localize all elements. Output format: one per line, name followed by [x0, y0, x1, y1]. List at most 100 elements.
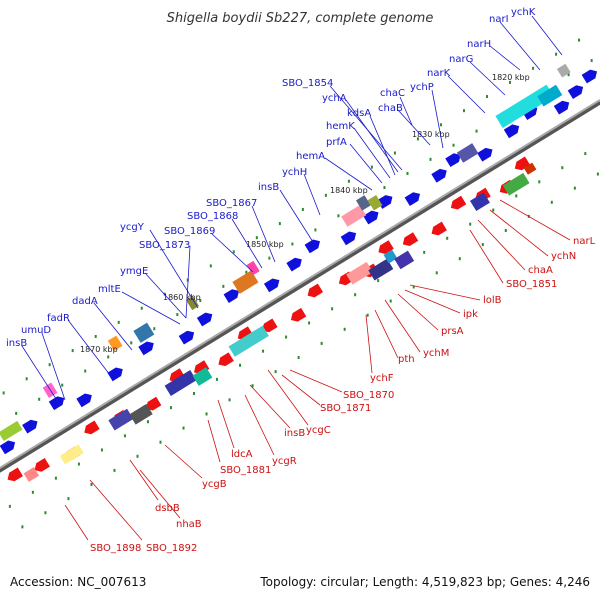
gene-arrow-forward[interactable]: [178, 328, 197, 345]
gene-feature-block[interactable]: [107, 335, 123, 352]
gene-label-forward[interactable]: narG: [449, 54, 506, 96]
gene-arrow-forward[interactable]: [286, 255, 304, 272]
gene-label-forward[interactable]: SBO_1873: [139, 240, 191, 319]
gene-arrow-forward[interactable]: [431, 166, 449, 183]
gene-feature-block[interactable]: [232, 270, 259, 294]
gene-label-reverse[interactable]: SBO_1870: [289, 369, 394, 401]
gene-label-reverse[interactable]: SBO_1871: [281, 374, 371, 414]
gene-feature-block[interactable]: [346, 261, 373, 285]
gene-arrow-forward[interactable]: [445, 151, 463, 168]
gene-arrow-forward[interactable]: [567, 83, 586, 99]
gene-label-reverse[interactable]: lolB: [409, 284, 502, 306]
gene-label-forward[interactable]: mltE: [98, 284, 181, 325]
gene-feature-block[interactable]: [185, 295, 199, 311]
gene-arrow-reverse[interactable]: [448, 195, 467, 212]
gene-arrow-forward[interactable]: [503, 122, 522, 139]
gene-arrow-forward[interactable]: [0, 438, 18, 455]
gene-feature-block[interactable]: [495, 84, 554, 128]
gene-arrow-forward[interactable]: [48, 394, 67, 411]
gene-label-forward[interactable]: dadA: [72, 296, 133, 351]
gene-feature-block[interactable]: [523, 162, 537, 175]
gene-arrow-forward[interactable]: [138, 339, 156, 356]
gene-arrow-reverse[interactable]: [288, 307, 307, 324]
gene-label-forward[interactable]: ychK: [511, 7, 563, 56]
gene-label-reverse[interactable]: SBO_1881: [207, 419, 271, 476]
gene-feature-block[interactable]: [537, 84, 563, 107]
gene-feature-block[interactable]: [367, 195, 383, 211]
gene-label-reverse[interactable]: ipk: [404, 289, 478, 320]
gene-label-forward[interactable]: ychP: [410, 82, 444, 149]
gene-feature-block[interactable]: [23, 467, 40, 482]
gene-label-reverse[interactable]: ycgB: [164, 444, 227, 490]
gene-arrow-reverse[interactable]: [376, 240, 394, 256]
gene-feature-block[interactable]: [502, 172, 530, 196]
gene-label-forward[interactable]: umuD: [21, 325, 66, 401]
gene-feature-block[interactable]: [456, 143, 479, 163]
gene-feature-block[interactable]: [164, 370, 197, 396]
gene-label-reverse[interactable]: ldcA: [217, 399, 253, 460]
gene-arrow-forward[interactable]: [76, 391, 94, 408]
gene-arrow-forward[interactable]: [107, 365, 125, 382]
gene-feature-block[interactable]: [341, 204, 367, 227]
gene-label-forward[interactable]: narI: [489, 14, 541, 71]
gene-feature-block[interactable]: [383, 249, 398, 264]
gene-arrow-reverse[interactable]: [5, 467, 23, 484]
gene-label-reverse[interactable]: SBO_1898: [64, 504, 141, 554]
gene-feature-block[interactable]: [133, 322, 155, 343]
gene-label-reverse[interactable]: prsA: [397, 293, 464, 337]
gene-feature-block[interactable]: [228, 325, 269, 357]
gene-label-reverse[interactable]: ychM: [384, 299, 449, 359]
gene-arrow-reverse[interactable]: [216, 352, 234, 368]
gene-feature-block[interactable]: [556, 63, 571, 78]
gene-label-forward[interactable]: ymgE: [120, 266, 187, 319]
gene-label-reverse[interactable]: dsbB: [129, 459, 180, 514]
gene-feature-block[interactable]: [108, 408, 134, 431]
gene-label-forward[interactable]: insB: [258, 182, 314, 243]
gene-label-forward[interactable]: insB: [6, 338, 61, 406]
gene-label-reverse[interactable]: narL: [499, 199, 596, 247]
gene-arrow-reverse[interactable]: [429, 221, 447, 238]
gene-label-forward[interactable]: chaC: [380, 88, 413, 126]
gene-label-forward[interactable]: prfA: [326, 137, 383, 184]
gene-arrow-forward[interactable]: [553, 98, 572, 115]
gene-label-forward[interactable]: ychA: [322, 93, 399, 173]
gene-arrow-reverse[interactable]: [400, 232, 419, 248]
gene-arrow-reverse[interactable]: [82, 420, 100, 437]
gene-arrow-reverse[interactable]: [305, 283, 324, 300]
gene-arrow-forward[interactable]: [340, 229, 359, 246]
gene-feature-block[interactable]: [368, 258, 394, 281]
gene-label-forward[interactable]: ychH: [282, 167, 321, 216]
gene-label-reverse[interactable]: ycgC: [267, 369, 331, 436]
gene-feature-block[interactable]: [246, 260, 260, 276]
gene-label-forward[interactable]: hemA: [296, 151, 373, 191]
gene-label-forward[interactable]: ycgY: [120, 222, 199, 309]
gene-feature-block[interactable]: [394, 250, 415, 270]
gene-label-reverse[interactable]: ychF: [365, 314, 394, 384]
gene-label-reverse[interactable]: ychN: [489, 209, 576, 262]
gene-label-forward[interactable]: narK: [427, 68, 486, 114]
gene-label-reverse[interactable]: chaA: [477, 219, 553, 276]
gene-feature-block[interactable]: [470, 192, 490, 212]
gene-arrow-forward[interactable]: [22, 417, 40, 434]
gene-label-forward[interactable]: SBO_1869: [164, 226, 254, 273]
gene-label-reverse[interactable]: ycgR: [244, 394, 297, 467]
gene-arrow-forward[interactable]: [363, 208, 381, 225]
gene-arrow-reverse[interactable]: [143, 396, 162, 413]
gene-feature-block[interactable]: [355, 195, 371, 211]
gene-feature-block[interactable]: [192, 367, 213, 386]
gene-arrow-forward[interactable]: [404, 190, 423, 207]
gene-arrow-forward[interactable]: [581, 67, 600, 84]
gene-feature-block[interactable]: [129, 403, 153, 425]
gene-label-forward[interactable]: chaB: [378, 103, 431, 146]
gene-feature-block[interactable]: [0, 420, 23, 441]
gene-label-forward[interactable]: hemK: [326, 121, 391, 179]
gene-arrow-reverse[interactable]: [32, 458, 50, 474]
gene-label-forward[interactable]: narH: [467, 39, 521, 71]
gene-arrow-forward[interactable]: [263, 276, 282, 293]
gene-label-forward[interactable]: SBO_1868: [187, 211, 263, 269]
gene-label-reverse[interactable]: SBO_1892: [89, 479, 197, 554]
gene-label-forward[interactable]: fadR: [47, 313, 111, 376]
gene-label-forward[interactable]: SBO_1867: [206, 198, 276, 263]
gene-feature-block[interactable]: [59, 444, 84, 465]
gene-arrow-forward[interactable]: [196, 310, 215, 327]
